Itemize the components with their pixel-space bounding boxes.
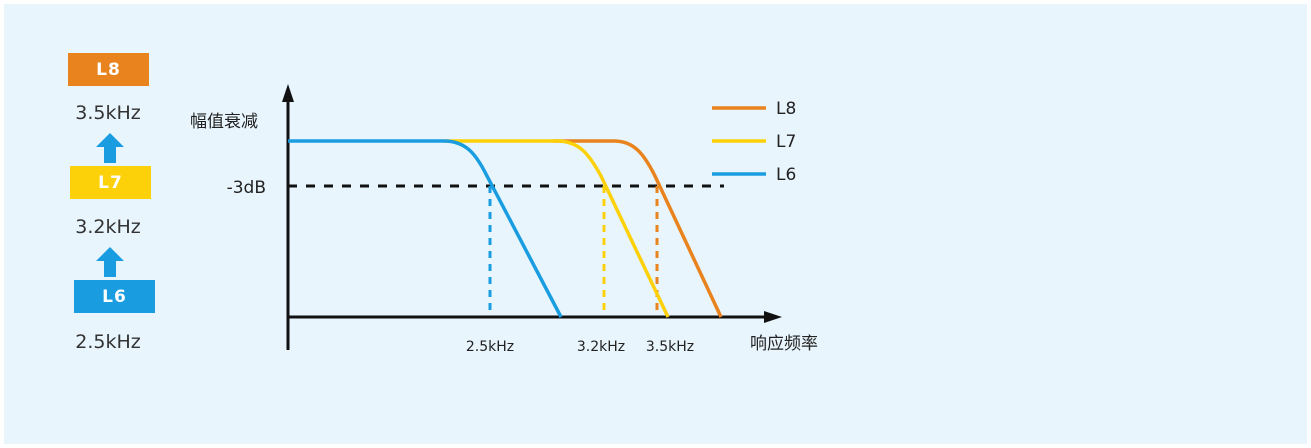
reference-line-label: -3dB xyxy=(227,178,266,198)
tick-label: 3.2kHz xyxy=(577,339,625,355)
y-axis-label: 幅值衰减 xyxy=(190,112,258,132)
series-line-l8 xyxy=(553,139,723,318)
tick-label: 3.5kHz xyxy=(646,339,694,355)
level-badge-label: L7 xyxy=(98,172,123,193)
level-badge-l8: L8 xyxy=(68,53,149,86)
x-axis-arrowhead xyxy=(764,311,782,323)
y-axis-arrowhead xyxy=(282,84,294,102)
legend-label-l6: L6 xyxy=(776,165,796,185)
level-badge-l7: L7 xyxy=(70,166,151,199)
legend-label-l7: L7 xyxy=(776,132,796,152)
frequency-response-chart: -3dB 幅值衰减 响应频率 2.5kHz 3.2kHz 3.5kHz L8 L… xyxy=(190,84,818,355)
level-badge-l6: L6 xyxy=(74,280,155,313)
level-frequency-l8: 3.5kHz xyxy=(75,102,141,124)
level-badge-label: L8 xyxy=(96,59,121,80)
series-line-l7 xyxy=(444,139,670,318)
legend-label-l8: L8 xyxy=(776,99,796,119)
figure-panel: L8 3.5kHz L7 3.2kHz L6 2.5kHz -3dB 幅值衰减 … xyxy=(4,4,1307,444)
level-badge-label: L6 xyxy=(102,286,127,307)
level-frequency-l6: 2.5kHz xyxy=(75,331,141,353)
series-line-l6 xyxy=(288,139,563,318)
level-frequency-l7: 3.2kHz xyxy=(75,216,141,238)
up-arrow-icon xyxy=(96,133,124,163)
x-axis-label: 响应频率 xyxy=(750,334,818,354)
tick-label: 2.5kHz xyxy=(466,339,514,355)
up-arrow-icon xyxy=(96,247,124,277)
